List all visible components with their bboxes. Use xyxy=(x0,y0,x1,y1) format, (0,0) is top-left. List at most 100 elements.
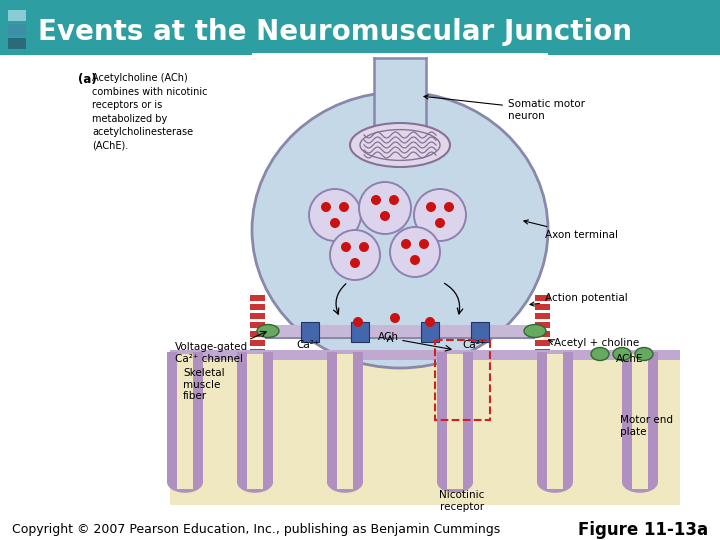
Circle shape xyxy=(266,369,271,375)
Bar xyxy=(535,304,550,310)
Bar xyxy=(0,0,720,55)
Circle shape xyxy=(356,461,361,465)
Bar xyxy=(447,354,463,489)
Circle shape xyxy=(240,404,245,409)
Circle shape xyxy=(196,447,200,451)
Text: Axon terminal: Axon terminal xyxy=(524,220,618,240)
Circle shape xyxy=(330,397,335,402)
Circle shape xyxy=(565,355,570,361)
Circle shape xyxy=(266,418,271,423)
Circle shape xyxy=(466,383,470,388)
Circle shape xyxy=(539,418,544,423)
Circle shape xyxy=(240,369,245,375)
Circle shape xyxy=(466,426,470,430)
Circle shape xyxy=(650,411,655,416)
Ellipse shape xyxy=(524,325,546,338)
Circle shape xyxy=(196,383,200,388)
Bar xyxy=(167,352,177,482)
Circle shape xyxy=(414,189,466,241)
Circle shape xyxy=(380,211,390,221)
Bar xyxy=(463,352,473,482)
Bar xyxy=(237,352,247,482)
Text: Ca²⁺: Ca²⁺ xyxy=(462,340,486,350)
Circle shape xyxy=(356,440,361,444)
Circle shape xyxy=(401,239,411,249)
Circle shape xyxy=(439,390,444,395)
Circle shape xyxy=(439,383,444,388)
Ellipse shape xyxy=(591,348,609,361)
Circle shape xyxy=(330,426,335,430)
Circle shape xyxy=(539,390,544,395)
Circle shape xyxy=(353,317,363,327)
Circle shape xyxy=(196,475,200,480)
Circle shape xyxy=(330,411,335,416)
Circle shape xyxy=(169,454,174,458)
Circle shape xyxy=(565,447,570,451)
Circle shape xyxy=(624,468,629,472)
Bar xyxy=(250,295,265,301)
Circle shape xyxy=(565,404,570,409)
Circle shape xyxy=(539,475,544,480)
Circle shape xyxy=(266,440,271,444)
Circle shape xyxy=(539,454,544,458)
Circle shape xyxy=(466,376,470,381)
Circle shape xyxy=(565,411,570,416)
Circle shape xyxy=(390,313,400,323)
Bar xyxy=(563,352,573,482)
Bar xyxy=(8,24,26,35)
Ellipse shape xyxy=(537,471,573,493)
Circle shape xyxy=(330,433,335,437)
Circle shape xyxy=(565,468,570,472)
Circle shape xyxy=(330,440,335,444)
Circle shape xyxy=(624,447,629,451)
Circle shape xyxy=(439,411,444,416)
Circle shape xyxy=(466,390,470,395)
Circle shape xyxy=(240,362,245,368)
Circle shape xyxy=(624,426,629,430)
Circle shape xyxy=(196,369,200,375)
Circle shape xyxy=(439,461,444,465)
Text: Action potential: Action potential xyxy=(530,293,628,306)
Circle shape xyxy=(330,376,335,381)
Circle shape xyxy=(356,397,361,402)
Circle shape xyxy=(196,418,200,423)
Circle shape xyxy=(439,418,444,423)
Circle shape xyxy=(266,411,271,416)
Ellipse shape xyxy=(167,471,203,493)
Circle shape xyxy=(330,355,335,361)
Circle shape xyxy=(356,383,361,388)
Circle shape xyxy=(240,426,245,430)
Circle shape xyxy=(565,376,570,381)
Circle shape xyxy=(169,447,174,451)
Text: Motor end
plate: Motor end plate xyxy=(620,415,673,437)
Circle shape xyxy=(624,461,629,465)
Bar xyxy=(535,331,550,337)
Circle shape xyxy=(266,468,271,472)
Circle shape xyxy=(650,454,655,458)
Bar xyxy=(535,349,550,355)
Circle shape xyxy=(330,475,335,480)
Circle shape xyxy=(624,404,629,409)
Bar xyxy=(535,340,550,346)
Circle shape xyxy=(624,390,629,395)
Circle shape xyxy=(539,404,544,409)
Circle shape xyxy=(196,426,200,430)
Text: Figure 11-13a: Figure 11-13a xyxy=(578,521,708,539)
Circle shape xyxy=(169,397,174,402)
Circle shape xyxy=(356,447,361,451)
Circle shape xyxy=(266,355,271,361)
Circle shape xyxy=(435,218,445,228)
Text: Acetylcholine (ACh)
combines with nicotinic
receptors or is
metabolized by
acety: Acetylcholine (ACh) combines with nicoti… xyxy=(92,73,207,151)
Circle shape xyxy=(169,390,174,395)
Circle shape xyxy=(650,440,655,444)
Bar xyxy=(247,354,263,489)
Circle shape xyxy=(466,369,470,375)
Circle shape xyxy=(539,440,544,444)
Circle shape xyxy=(266,390,271,395)
Circle shape xyxy=(410,255,420,265)
Circle shape xyxy=(169,426,174,430)
Circle shape xyxy=(321,202,331,212)
Circle shape xyxy=(466,362,470,368)
Circle shape xyxy=(466,468,470,472)
Circle shape xyxy=(359,182,411,234)
